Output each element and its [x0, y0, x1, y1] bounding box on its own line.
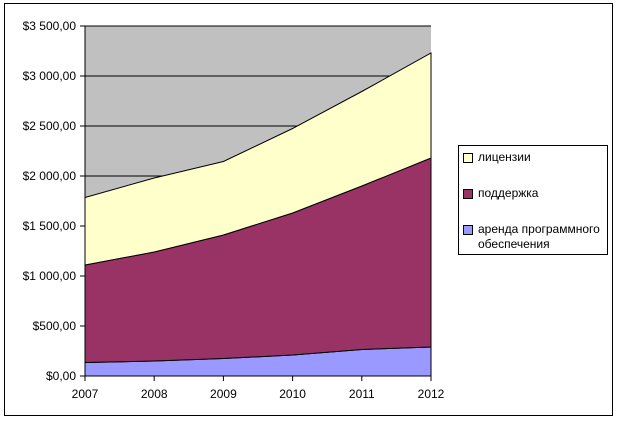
x-tick-label: 2008 — [141, 387, 168, 401]
area-series — [84, 52, 432, 377]
legend-label-licenses: лицензии — [478, 150, 531, 164]
x-axis-ticks: 2007 2008 2009 2010 2011 2012 — [72, 376, 445, 401]
y-tick-label: $1 000,00 — [23, 269, 77, 283]
legend-item-software-rental: аренда программного обеспечения — [463, 222, 606, 252]
legend-swatch-software-rental — [463, 225, 473, 235]
y-tick-label: $2 000,00 — [23, 169, 77, 183]
x-tick-label: 2010 — [279, 387, 306, 401]
legend-label-software-rental: аренда программного обеспечения — [478, 222, 600, 251]
y-tick-label: $3 500,00 — [23, 19, 77, 33]
x-tick-label: 2007 — [72, 387, 99, 401]
y-tick-label: $3 000,00 — [23, 69, 77, 83]
y-tick-label: $2 500,00 — [23, 119, 77, 133]
legend-swatch-licenses — [463, 153, 473, 163]
legend-item-support: поддержка — [463, 186, 606, 201]
axes — [84, 26, 431, 377]
legend-item-licenses: лицензии — [463, 150, 606, 165]
legend: лицензии поддержка аренда программного о… — [458, 145, 608, 255]
area-series-2 — [84, 52, 432, 266]
x-tick-label: 2011 — [349, 387, 375, 401]
legend-swatch-support — [463, 189, 473, 199]
y-tick-label: $1 500,00 — [23, 219, 77, 233]
x-tick-label: 2009 — [210, 387, 237, 401]
y-axis-ticks: $0,00 $500,00 $1 000,00 $1 500,00 $2 000,00 $… — [23, 19, 85, 383]
y-tick-label: $0,00 — [46, 369, 76, 383]
legend-label-support: поддержка — [478, 186, 539, 200]
x-tick-label: 2012 — [418, 387, 445, 401]
y-tick-label: $500,00 — [33, 319, 77, 333]
